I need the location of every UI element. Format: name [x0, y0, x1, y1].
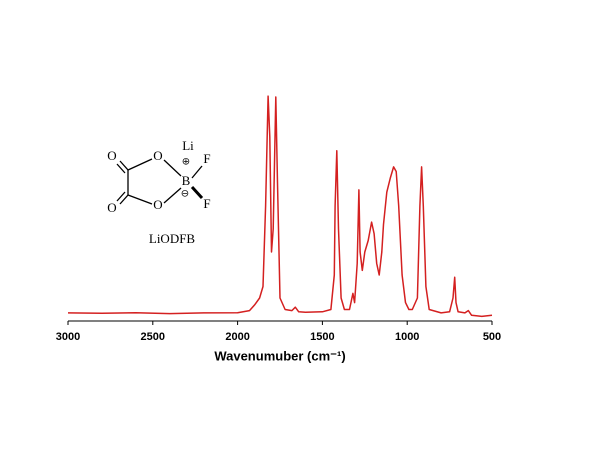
- bond: [163, 159, 182, 177]
- bond: [116, 163, 126, 174]
- atom: O: [153, 148, 162, 163]
- x-axis-label: Wavenumuber (cm⁻¹): [214, 348, 345, 363]
- bond: [127, 158, 153, 171]
- bond: [191, 165, 203, 179]
- x-tick-label: 2000: [225, 331, 249, 343]
- atom: O: [107, 148, 116, 163]
- axes: Wavenumuber (cm⁻¹) 3000 2500 2000 1500 1000 5…: [56, 320, 501, 363]
- x-tick-label: 1500: [310, 331, 334, 343]
- atom: F: [203, 196, 210, 211]
- molecule-label: LiODFB: [149, 231, 196, 246]
- atom: O: [153, 197, 162, 212]
- charge: ⊖: [181, 188, 189, 199]
- x-tick-label: 3000: [56, 331, 80, 343]
- spectrum-line: [67, 95, 493, 318]
- charge: ⊕: [182, 156, 190, 167]
- bond: [119, 160, 129, 171]
- atom: B: [182, 173, 191, 188]
- bond: [116, 191, 126, 202]
- molecule: O O O O B F F Li ⊕ ⊖ LiODFB: [107, 138, 210, 246]
- x-tick-label: 1000: [395, 331, 419, 343]
- x-tick-label: 500: [483, 331, 501, 343]
- atom: Li: [182, 138, 194, 153]
- atom: F: [203, 151, 210, 166]
- bond: [119, 194, 129, 205]
- atom: O: [107, 200, 116, 215]
- bond: [163, 187, 182, 204]
- x-tick-label: 2500: [141, 331, 165, 343]
- bond: [190, 185, 204, 200]
- bond: [127, 194, 153, 205]
